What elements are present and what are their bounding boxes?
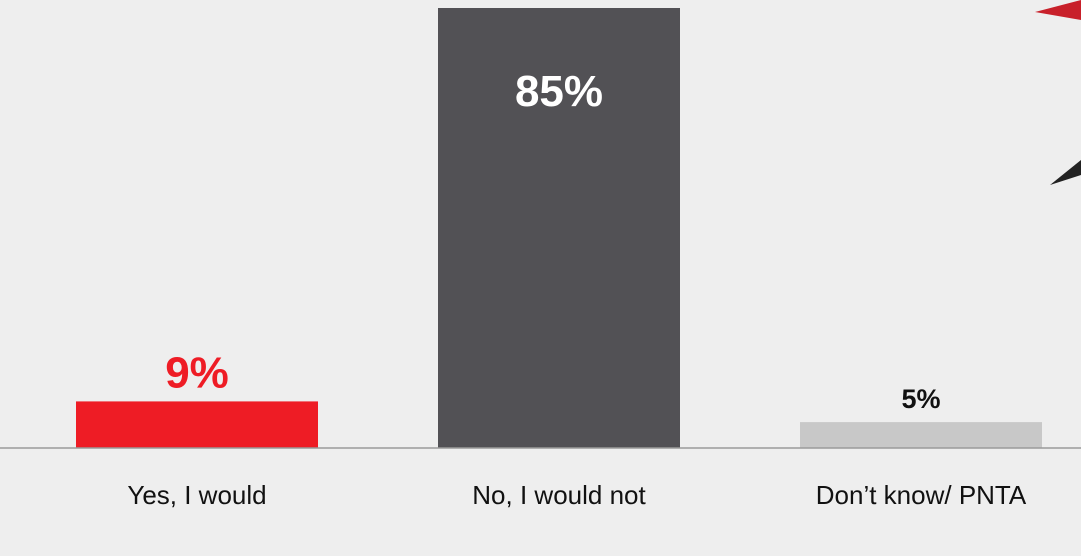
value-label: 85%	[515, 67, 603, 116]
bar	[438, 8, 680, 448]
x-tick-label: Yes, I would	[127, 480, 267, 510]
value-label: 5%	[901, 384, 940, 414]
bar	[76, 401, 318, 448]
decoration	[1035, 0, 1081, 20]
decoration	[1050, 160, 1081, 185]
bar	[800, 422, 1042, 448]
value-label: 9%	[165, 348, 229, 397]
x-tick-label: Don’t know/ PNTA	[815, 480, 1027, 510]
x-tick-label: No, I would not	[472, 480, 646, 510]
